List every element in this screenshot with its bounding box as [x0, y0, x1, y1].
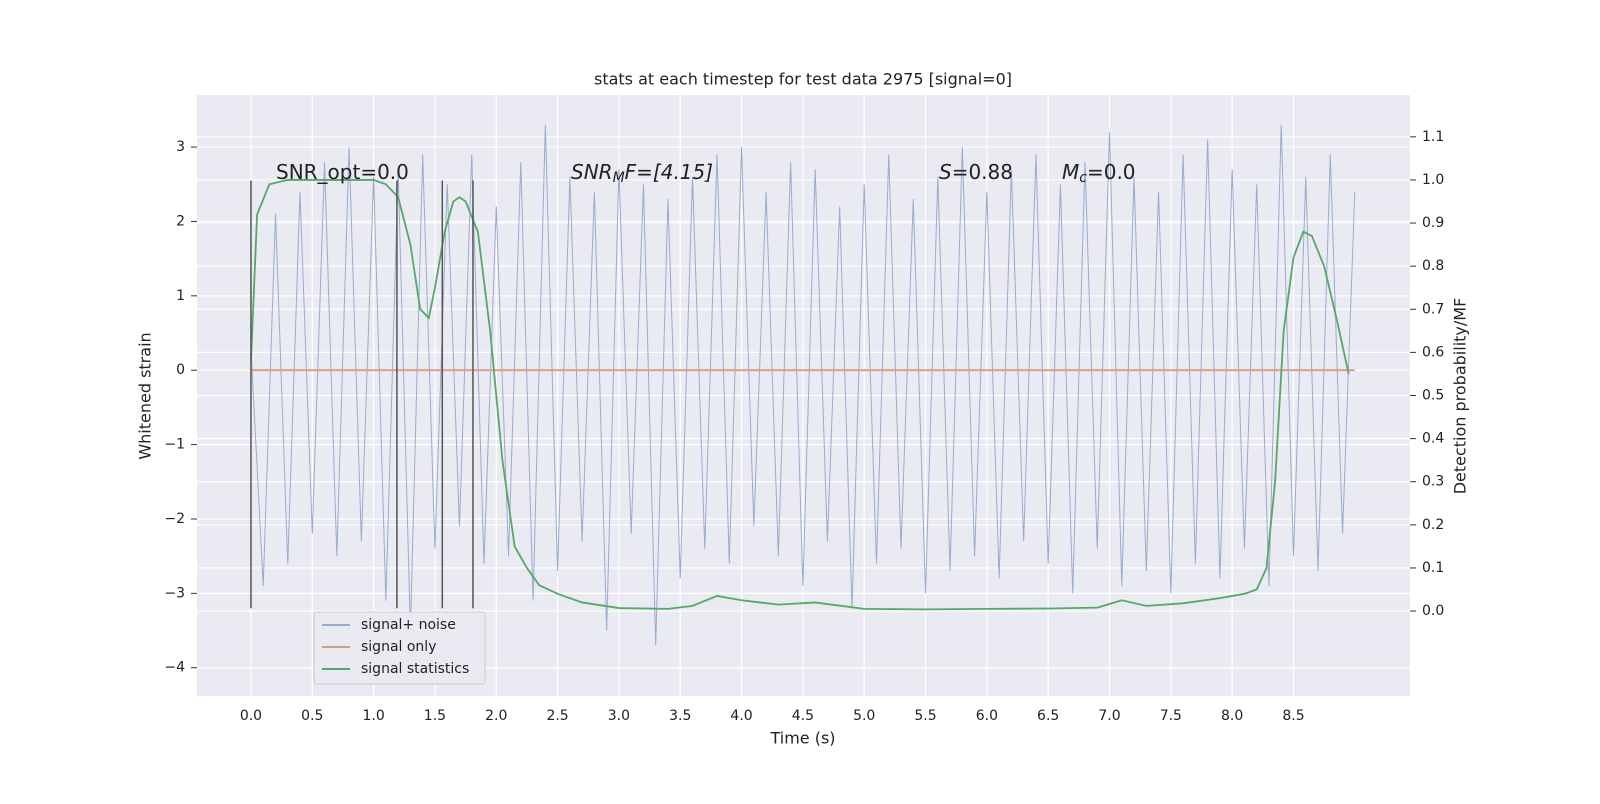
- y2-tick-label: 0.6: [1422, 344, 1444, 360]
- x-tick-label: 2.5: [546, 708, 568, 724]
- chart-title: stats at each timestep for test data 297…: [594, 70, 1012, 89]
- y2-tick-label: 0.7: [1422, 301, 1444, 317]
- y2-tick-label: 0.1: [1422, 560, 1444, 576]
- y-tick-label: −1: [164, 437, 185, 453]
- annotation-rest: =0.88: [952, 160, 1013, 184]
- x-tick-label: 7.5: [1160, 708, 1182, 724]
- x-tick-label: 3.0: [608, 708, 630, 724]
- legend-label: signal statistics: [361, 661, 469, 677]
- y2-tick-label: 0.3: [1422, 474, 1444, 490]
- legend-label: signal+ noise: [361, 617, 456, 633]
- y-tick-label: 1: [176, 288, 185, 304]
- x-tick-label: 4.0: [730, 708, 752, 724]
- x-tick-label: 0.5: [301, 708, 323, 724]
- y2-tick-label: 1.0: [1422, 172, 1444, 188]
- y-axis-label: Whitened strain: [136, 332, 155, 459]
- annotation-rest: F=[4.15]: [625, 160, 713, 184]
- x-axis-label: Time (s): [769, 729, 835, 748]
- y-tick-label: 3: [176, 139, 185, 155]
- annotation: SNR_opt=0.0: [276, 160, 409, 184]
- y2-tick-label: 0.9: [1422, 215, 1444, 231]
- annotation: S=0.88: [939, 160, 1013, 184]
- x-tick-label: 4.5: [792, 708, 814, 724]
- y-tick-label: −3: [164, 585, 185, 601]
- x-tick-label: 7.0: [1098, 708, 1120, 724]
- annotation-rest: =0.0: [1087, 160, 1136, 184]
- y-tick-label: −2: [164, 511, 185, 527]
- y2-tick-label: 0.4: [1422, 431, 1444, 447]
- x-tick-label: 0.0: [240, 708, 262, 724]
- x-tick-label: 6.5: [1037, 708, 1059, 724]
- x-tick-label: 1.0: [362, 708, 384, 724]
- y-tick-label: −4: [164, 660, 185, 676]
- y-tick-label: 2: [176, 213, 185, 229]
- series-line: [250, 179, 1350, 611]
- annotation-sub: M: [613, 170, 625, 186]
- y2-tick-label: 1.1: [1422, 129, 1444, 145]
- x-tick-label: 6.0: [976, 708, 998, 724]
- x-tick-label: 8.5: [1282, 708, 1304, 724]
- legend-label: signal only: [361, 639, 436, 655]
- annotation-text: SNR: [571, 160, 613, 184]
- y2-tick-label: 0.5: [1422, 388, 1444, 404]
- x-tick-label: 2.0: [485, 708, 507, 724]
- x-tick-label: 5.5: [914, 708, 936, 724]
- annotation-text: SNR_opt=0.0: [276, 160, 409, 184]
- y2-tick-label: 0.2: [1422, 517, 1444, 533]
- x-tick-label: 8.0: [1221, 708, 1243, 724]
- annotation-text: M: [1062, 160, 1079, 184]
- x-tick-label: 3.5: [669, 708, 691, 724]
- annotation: SNRMF=[4.15]: [571, 160, 713, 187]
- y-tick-label: 0: [176, 362, 185, 378]
- annotation: Mc=0.0: [1062, 160, 1136, 187]
- y2-tick-label: 0.0: [1422, 603, 1444, 619]
- legend-box: [313, 611, 486, 685]
- x-tick-label: 1.5: [424, 708, 446, 724]
- y2-tick-label: 0.8: [1422, 258, 1444, 274]
- x-tick-label: 5.0: [853, 708, 875, 724]
- series-line: [250, 124, 1356, 646]
- annotation-sub: c: [1079, 170, 1087, 186]
- annotation-text: S: [939, 160, 952, 184]
- y2-axis-label: Detection probability/MF: [1451, 298, 1470, 495]
